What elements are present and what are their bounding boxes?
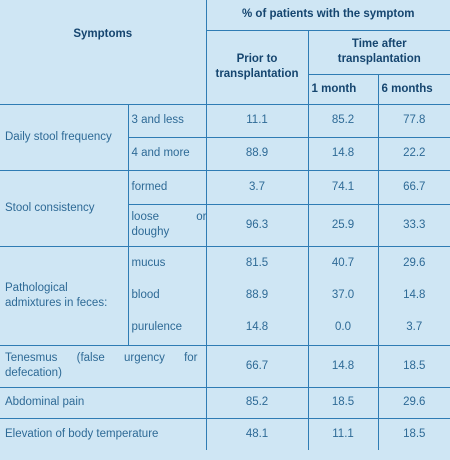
value-1-month: 0.0 — [307, 311, 379, 346]
value-6-months: 18.5 — [377, 345, 450, 388]
header-symptoms: Symptoms — [0, 0, 207, 105]
value-6-months: 22.2 — [377, 137, 450, 171]
value-6-months: 18.5 — [377, 418, 450, 450]
subcategory-label: formed — [127, 170, 207, 205]
subcategory-label: 3 and less — [127, 104, 207, 138]
value-1-month: 11.1 — [307, 418, 379, 450]
symptom-label: Abdominal pain — [0, 387, 207, 419]
value-prior: 3.7 — [205, 170, 309, 205]
subcategory-label: loose or doughy — [127, 204, 207, 247]
symptom-table: Symptoms % of patients with the symptom … — [0, 0, 450, 450]
value-1-month: 14.8 — [307, 137, 379, 171]
value-1-month: 85.2 — [307, 104, 379, 138]
value-6-months: 29.6 — [377, 387, 450, 419]
value-6-months: 29.6 — [377, 246, 450, 280]
table-row: Tenesmus (false urgency for defecation) … — [0, 345, 450, 388]
value-prior: 96.3 — [205, 204, 309, 247]
table-row: Abdominal pain 85.2 18.5 29.6 — [0, 387, 450, 419]
symptom-label: Elevation of body temperature — [5, 427, 159, 440]
value-6-months: 66.7 — [377, 170, 450, 205]
symptom-label: Stool consistency — [0, 170, 128, 247]
value-1-month: 74.1 — [307, 170, 379, 205]
value-prior: 66.7 — [205, 345, 309, 388]
symptom-label: Pathological admixtures in feces: — [0, 246, 128, 346]
value-6-months: 77.8 — [377, 104, 450, 138]
header-time-after: Time after transplantation — [307, 30, 450, 75]
header-row-1: Symptoms % of patients with the symptom — [0, 0, 450, 105]
table-row: Stool consistency formed 3.7 74.1 66.7 — [0, 170, 450, 247]
value-prior: 14.8 — [205, 311, 309, 346]
table-row: blood 88.9 37.0 14.8 — [0, 280, 450, 311]
value-prior: 85.2 — [205, 387, 309, 419]
subcategory-word-loose: loose — [131, 211, 160, 223]
table-row: Daily stool frequency 3 and less 11.1 85… — [0, 104, 450, 171]
value-1-month: 40.7 — [307, 246, 379, 280]
header-prior: Prior to transplantation — [205, 30, 309, 105]
value-6-months: 14.8 — [377, 280, 450, 311]
value-prior: 48.1 — [205, 418, 309, 450]
subcategory-line-1: loose or — [132, 210, 207, 225]
table-row: loose or doughy 96.3 25.9 33.3 — [0, 204, 450, 247]
header-1-month: 1 month — [307, 74, 379, 105]
table-row: Elevation of body temperature 48.1 11.1 … — [0, 418, 450, 450]
value-1-month: 18.5 — [307, 387, 379, 419]
subcategory-label: purulence — [127, 311, 207, 346]
value-prior: 88.9 — [205, 137, 309, 171]
header-row-3: 1 month 6 months — [0, 74, 450, 105]
table-row: Pathological admixtures in feces: mucus … — [0, 246, 450, 346]
value-1-month: 37.0 — [307, 280, 379, 311]
value-prior: 88.9 — [205, 280, 309, 311]
value-prior: 11.1 — [205, 104, 309, 138]
table-row: purulence 14.8 0.0 3.7 — [0, 311, 450, 346]
subcategory-label: mucus — [127, 246, 207, 280]
value-6-months: 33.3 — [377, 204, 450, 247]
subcategory-line-2: doughy — [131, 226, 170, 238]
symptom-label: Tenesmus (false urgency for defecation) — [0, 345, 207, 388]
header-row-2: Prior to transplantation Time after tran… — [0, 30, 450, 105]
value-1-month: 25.9 — [307, 204, 379, 247]
value-1-month: 14.8 — [307, 345, 379, 388]
value-6-months: 3.7 — [377, 311, 450, 346]
symptom-label: Daily stool frequency — [0, 104, 128, 171]
subcategory-label: 4 and more — [127, 137, 207, 171]
header-6-months: 6 months — [377, 74, 450, 105]
subcategory-label: blood — [127, 280, 207, 311]
subcategory-word-or: or — [196, 211, 207, 223]
header-percent-group: % of patients with the symptom — [205, 0, 450, 31]
table-row: 4 and more 88.9 14.8 22.2 — [0, 137, 450, 171]
value-prior: 81.5 — [205, 246, 309, 280]
